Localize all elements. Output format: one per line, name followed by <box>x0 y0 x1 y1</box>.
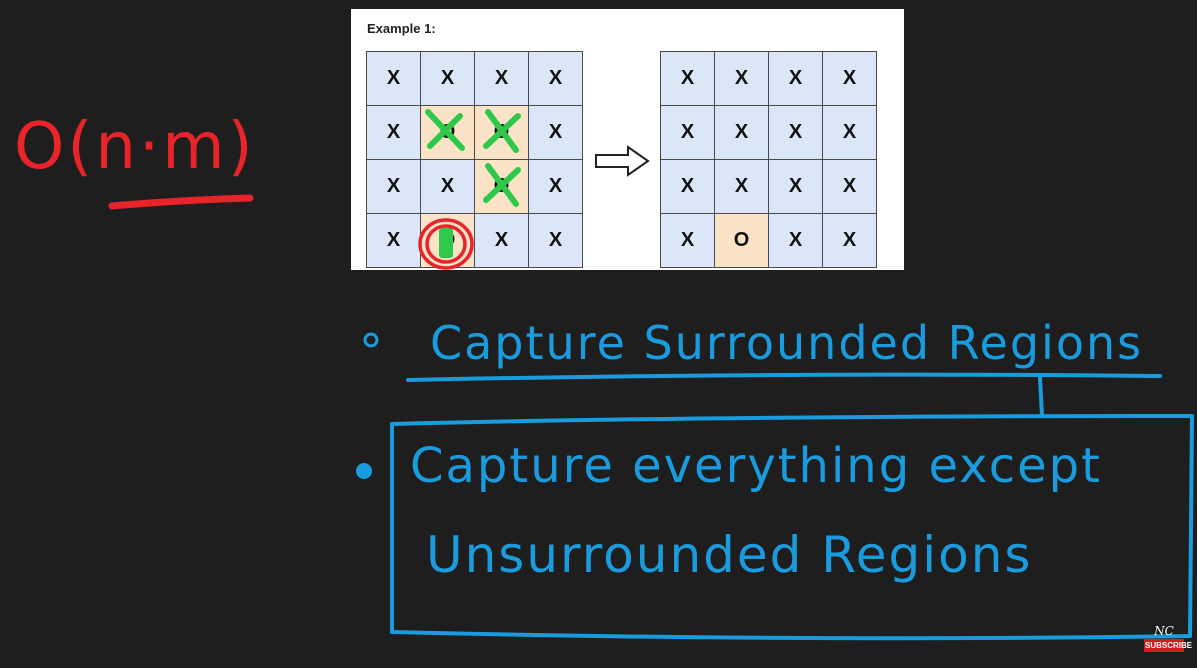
board-cell: O <box>475 106 528 159</box>
board-cell: O <box>475 160 528 213</box>
bullet-dot <box>356 463 372 479</box>
board-cell: X <box>475 214 528 267</box>
subscribe-button[interactable]: SUBSCRIBE <box>1144 639 1193 652</box>
board-cell: X <box>421 160 474 213</box>
board-cell: X <box>529 52 582 105</box>
board-cell: X <box>367 106 420 159</box>
logo-mark: NC <box>1154 624 1174 638</box>
board-cell: X <box>823 106 876 159</box>
red-underline <box>108 194 254 210</box>
board-cell: X <box>661 160 714 213</box>
arrow-right-icon <box>595 145 650 177</box>
blue-underline <box>406 372 1162 418</box>
board-cell: X <box>715 160 768 213</box>
example-title: Example 1: <box>367 21 436 36</box>
board-cell: X <box>769 106 822 159</box>
board-cell: X <box>715 52 768 105</box>
board-cell: X <box>769 52 822 105</box>
channel-logo[interactable]: NC SUBSCRIBE <box>1144 624 1193 652</box>
board-cell: O <box>421 106 474 159</box>
output-board: X X X X X X X X X X X X X O X X <box>660 51 877 268</box>
board-cell: X <box>823 52 876 105</box>
board-cell: X <box>823 160 876 213</box>
bullet-capture-surrounded: Capture Surrounded Regions <box>430 316 1144 370</box>
board-cell: X <box>661 214 714 267</box>
complexity-note: O(n·m) <box>14 110 256 184</box>
board-cell: X <box>769 160 822 213</box>
board-cell: X <box>529 106 582 159</box>
board-cell: X <box>529 160 582 213</box>
board-cell: O <box>421 214 474 267</box>
board-cell: X <box>367 214 420 267</box>
bullet-capture-except-line1: Capture everything except <box>410 438 1102 494</box>
board-cell: X <box>769 214 822 267</box>
board-cell: O <box>715 214 768 267</box>
board-cell: X <box>661 52 714 105</box>
input-board: X X X X X O O X X X O X X O X X <box>366 51 583 268</box>
example-figure: Example 1: X X X X X O O X X X O X X O X… <box>351 9 904 270</box>
board-cell: X <box>475 52 528 105</box>
bullet-dot <box>363 332 379 348</box>
board-cell: X <box>367 160 420 213</box>
board-cell: X <box>715 106 768 159</box>
board-cell: X <box>421 52 474 105</box>
board-cell: X <box>367 52 420 105</box>
board-cell: X <box>661 106 714 159</box>
board-cell: X <box>529 214 582 267</box>
board-cell: X <box>823 214 876 267</box>
bullet-capture-except-line2: Unsurrounded Regions <box>426 526 1033 584</box>
